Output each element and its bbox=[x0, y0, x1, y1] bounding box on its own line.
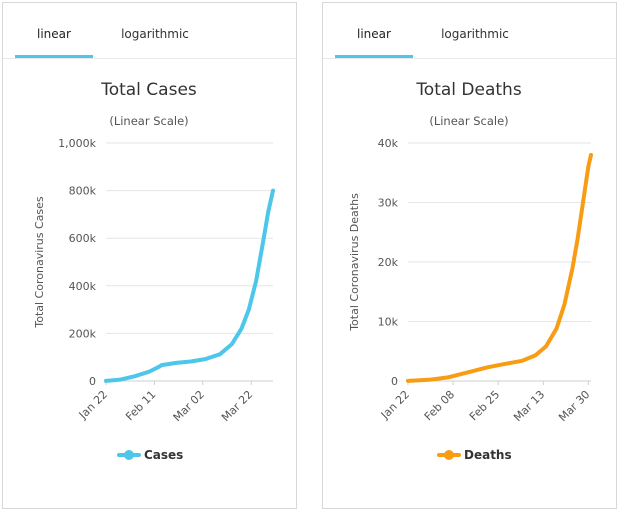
tab-logarithmic[interactable]: logarithmic bbox=[103, 3, 207, 57]
y-tick-label: 600k bbox=[69, 232, 97, 245]
y-tick-label: 0 bbox=[89, 375, 96, 388]
legend-marker-icon bbox=[444, 450, 454, 460]
tab-linear-label: linear bbox=[357, 27, 391, 41]
y-tick-label: 40k bbox=[378, 137, 399, 150]
y-tick-label: 400k bbox=[69, 280, 97, 293]
x-tick-label: Mar 22 bbox=[219, 388, 255, 424]
legend-marker-icon bbox=[124, 450, 134, 460]
chart-title: Total Deaths bbox=[415, 80, 522, 100]
series-line-cases bbox=[104, 188, 275, 383]
deaths-line-chart: Total Deaths (Linear Scale) 0 10k 20k 30k 40k T… bbox=[348, 80, 593, 462]
chart-subtitle: (Linear Scale) bbox=[429, 114, 508, 128]
tab-linear-label: linear bbox=[37, 27, 71, 41]
y-tick-label: 200k bbox=[69, 327, 97, 340]
x-tick-label: Feb 08 bbox=[422, 388, 457, 423]
y-tick-label: 10k bbox=[378, 316, 399, 329]
x-tick-label: Mar 02 bbox=[171, 388, 207, 424]
scale-tabs: linear logarithmic bbox=[3, 3, 296, 59]
scale-tabs: linear logarithmic bbox=[323, 3, 616, 59]
x-tick-label: Mar 30 bbox=[556, 388, 592, 424]
x-tick-label: Mar 13 bbox=[511, 388, 547, 424]
active-tab-indicator bbox=[15, 55, 93, 58]
deaths-chart-panel: linear logarithmic Total Deaths (Linear S… bbox=[322, 2, 617, 509]
y-tick-label: 0 bbox=[391, 375, 398, 388]
chart-subtitle: (Linear Scale) bbox=[109, 114, 188, 128]
y-axis-label: Total Coronavirus Deaths bbox=[348, 193, 361, 332]
x-tick-label: Feb 25 bbox=[467, 388, 502, 423]
y-tick-label: 1,000k bbox=[58, 137, 96, 150]
tab-logarithmic[interactable]: logarithmic bbox=[423, 3, 527, 57]
legend-label: Cases bbox=[144, 448, 183, 462]
cases-chart-panel: linear logarithmic Total Cases (Linear Sc… bbox=[2, 2, 297, 509]
tab-logarithmic-label: logarithmic bbox=[121, 27, 189, 41]
x-tick-label: Feb 11 bbox=[123, 388, 158, 423]
x-tick-label: Jan 22 bbox=[76, 388, 110, 422]
tab-logarithmic-label: logarithmic bbox=[441, 27, 509, 41]
legend-item-deaths[interactable]: Deaths bbox=[437, 448, 512, 462]
x-tick-label: Jan 22 bbox=[378, 388, 412, 422]
y-axis-label: Total Coronavirus Cases bbox=[33, 196, 46, 329]
series-line-deaths bbox=[406, 152, 593, 383]
legend-label: Deaths bbox=[464, 448, 512, 462]
cases-line-chart: Total Cases (Linear Scale) 0 200k 400k 600k 80… bbox=[33, 80, 275, 462]
active-tab-indicator bbox=[335, 55, 413, 58]
tab-linear[interactable]: linear bbox=[335, 3, 413, 58]
legend-item-cases[interactable]: Cases bbox=[117, 448, 183, 462]
chart-title: Total Cases bbox=[100, 80, 197, 100]
y-tick-label: 20k bbox=[378, 256, 399, 269]
tab-linear[interactable]: linear bbox=[15, 3, 93, 58]
y-tick-label: 30k bbox=[378, 197, 399, 210]
y-tick-label: 800k bbox=[69, 185, 97, 198]
